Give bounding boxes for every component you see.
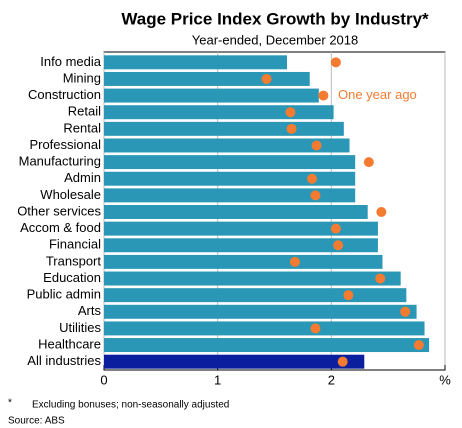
y-tick-label: Financial bbox=[49, 237, 101, 252]
dot bbox=[333, 240, 344, 251]
x-tick-label: 2 bbox=[328, 372, 335, 387]
dot bbox=[307, 173, 318, 184]
source: Source: ABS bbox=[8, 416, 65, 427]
bar bbox=[104, 88, 319, 103]
footnote-mark: * bbox=[8, 398, 12, 409]
annotation: One year ago bbox=[338, 87, 417, 102]
dot bbox=[261, 73, 272, 84]
bar bbox=[104, 171, 356, 186]
y-tick-label: All industries bbox=[27, 353, 101, 368]
y-tick-label: Rental bbox=[63, 120, 101, 135]
y-tick-label: Info media bbox=[40, 54, 101, 69]
y-tick-label: Admin bbox=[64, 170, 101, 185]
y-tick-label: Utilities bbox=[59, 320, 101, 335]
y-tick-label: Professional bbox=[29, 137, 101, 152]
y-tick-label: Education bbox=[43, 270, 101, 285]
x-tick-label: 0 bbox=[100, 372, 107, 387]
y-tick-label: Arts bbox=[78, 303, 102, 318]
y-tick-label: Transport bbox=[46, 253, 102, 268]
dot bbox=[289, 256, 300, 267]
y-tick-label: Wholesale bbox=[40, 187, 101, 202]
bar bbox=[104, 354, 365, 369]
dot bbox=[343, 290, 354, 301]
y-tick-label: Mining bbox=[63, 70, 101, 85]
dot bbox=[330, 223, 341, 234]
y-tick-label: Healthcare bbox=[38, 336, 101, 351]
dot bbox=[376, 207, 387, 217]
bar bbox=[104, 55, 288, 70]
dot bbox=[330, 57, 341, 68]
y-tick-label: Other services bbox=[17, 203, 101, 218]
dot bbox=[310, 323, 321, 334]
dot bbox=[318, 90, 329, 101]
dot bbox=[413, 340, 424, 351]
bar bbox=[104, 205, 368, 219]
bar bbox=[104, 321, 425, 336]
bar bbox=[104, 105, 334, 120]
dot bbox=[363, 157, 374, 168]
dot bbox=[286, 123, 297, 134]
dot bbox=[375, 273, 386, 284]
dot bbox=[310, 190, 321, 201]
dot bbox=[311, 140, 322, 151]
bar bbox=[104, 304, 417, 319]
dot bbox=[400, 306, 411, 317]
bar bbox=[104, 271, 401, 286]
y-tick-label: Retail bbox=[68, 104, 101, 119]
bar bbox=[104, 221, 378, 236]
x-tick-label: 1 bbox=[214, 372, 221, 387]
dot bbox=[285, 107, 296, 118]
y-tick-label: Manufacturing bbox=[19, 154, 101, 169]
bar bbox=[104, 188, 356, 203]
y-tick-label: Construction bbox=[28, 87, 101, 102]
bar bbox=[104, 155, 356, 170]
chart-subtitle: Year-ended, December 2018 bbox=[192, 32, 358, 47]
footnote: Excluding bonuses; non-seasonally adjust… bbox=[32, 400, 229, 411]
chart-title: Wage Price Index Growth by Industry* bbox=[121, 9, 429, 28]
bar bbox=[104, 71, 310, 86]
y-tick-label: Accom & food bbox=[20, 220, 101, 235]
bar bbox=[104, 138, 350, 153]
bar bbox=[104, 254, 383, 269]
bar bbox=[104, 338, 430, 353]
bar bbox=[104, 288, 407, 303]
dot bbox=[337, 356, 348, 367]
x-tick-label: % bbox=[439, 372, 451, 387]
bar bbox=[104, 238, 378, 253]
y-tick-label: Public admin bbox=[27, 287, 101, 302]
bar bbox=[104, 121, 344, 136]
